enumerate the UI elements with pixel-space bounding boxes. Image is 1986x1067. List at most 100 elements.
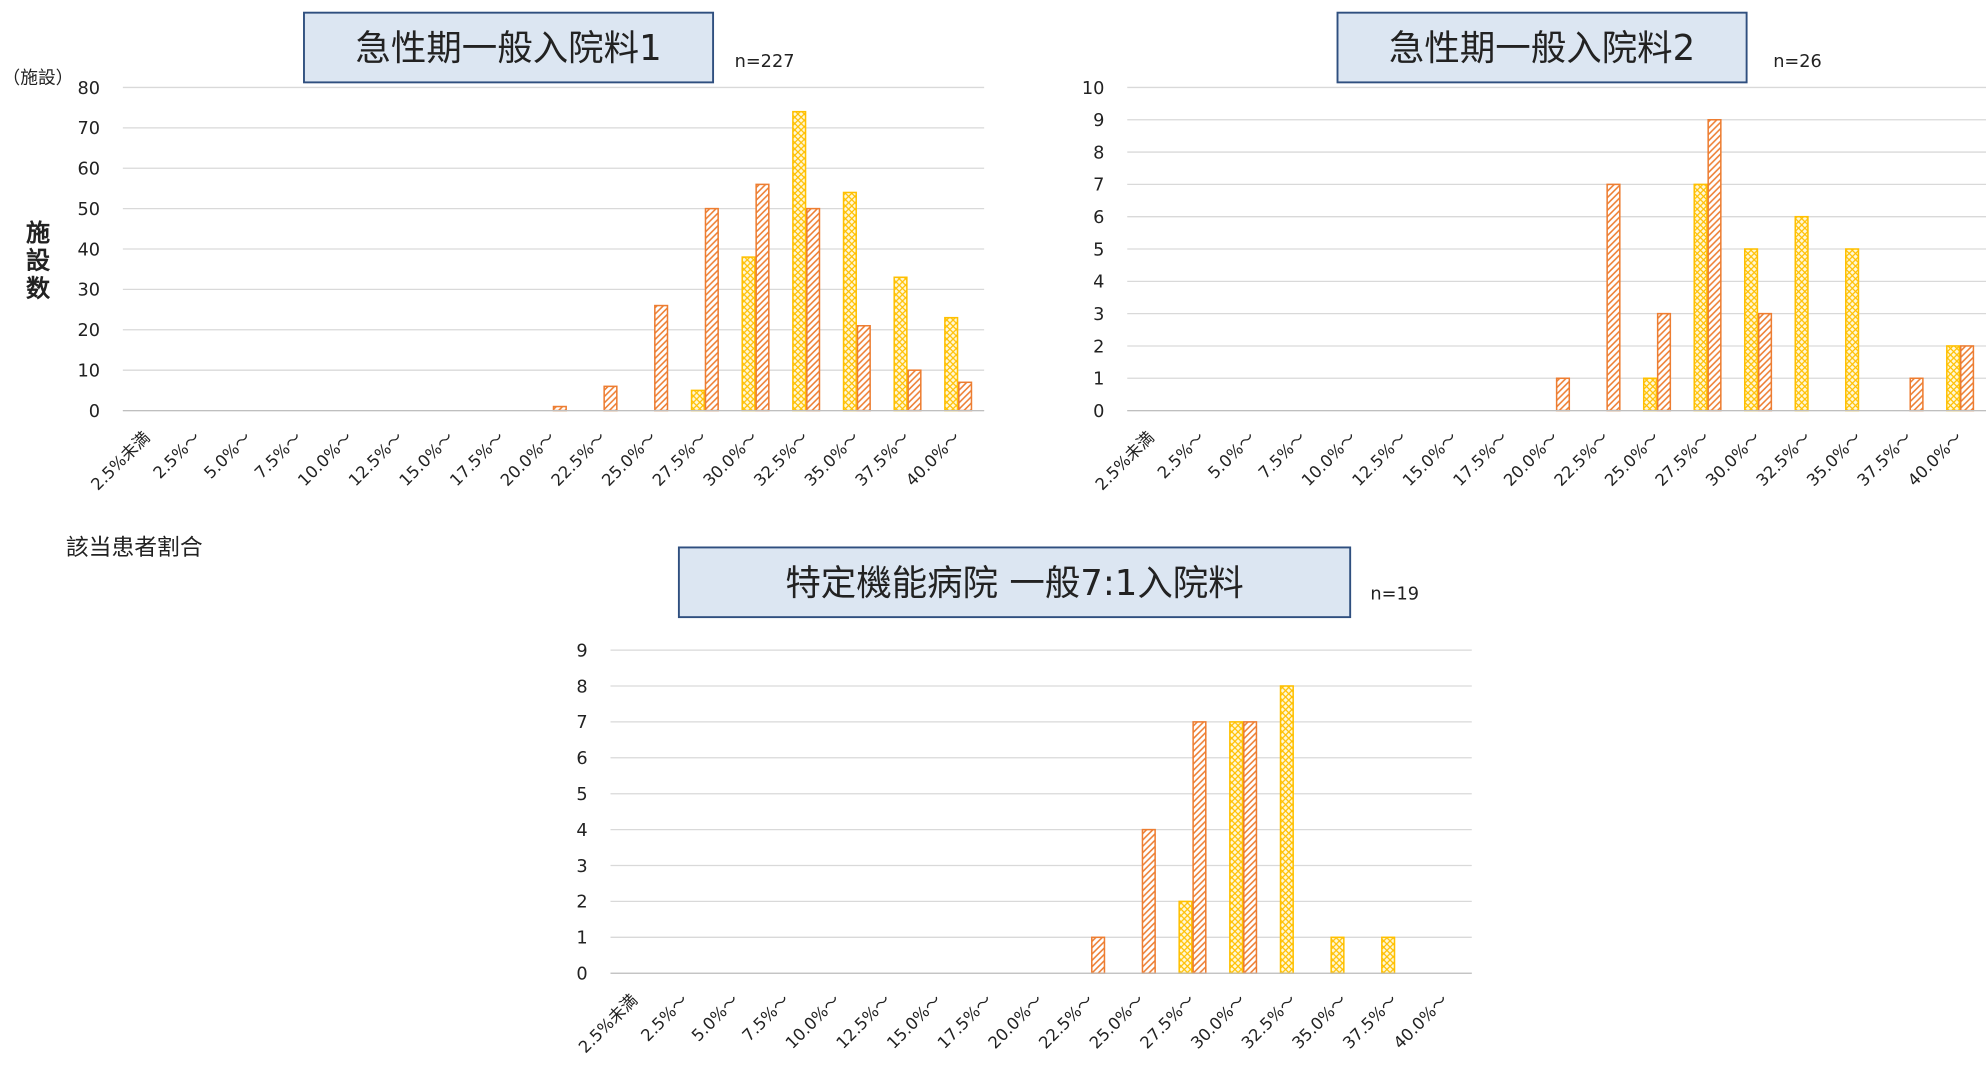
- bar: [1946, 345, 1961, 412]
- x-tick-label: 15.0%～: [396, 428, 458, 490]
- x-axis-label: 該当患者割合: [66, 535, 203, 561]
- y-tick-label: 50: [78, 200, 101, 220]
- y-axis-label: 数: [26, 275, 51, 303]
- y-tick-label: 2: [1093, 337, 1104, 357]
- bar: [806, 207, 821, 412]
- x-tick-label: 2.5%未満: [575, 990, 641, 1056]
- x-tick-label: 37.5%～: [1339, 990, 1401, 1052]
- y-tick-label: 10: [78, 362, 101, 382]
- x-tick-label: 17.5%～: [934, 990, 996, 1052]
- bar: [907, 369, 922, 412]
- annotation: n=19: [1370, 584, 1419, 604]
- y-tick-label: 4: [1093, 273, 1104, 293]
- y-axis-label: 設: [26, 247, 51, 275]
- y-tick-label: 40: [78, 240, 101, 260]
- x-tick-label: 17.5%～: [446, 428, 508, 490]
- x-tick-label: 40.0%～: [902, 428, 964, 490]
- x-tick-label: 5.0%～: [200, 428, 255, 483]
- chart-title: 急性期一般入院料1: [355, 28, 661, 69]
- bar: [755, 183, 770, 412]
- y-tick-label: 20: [78, 321, 101, 341]
- x-tick-label: 10.0%～: [294, 428, 356, 490]
- y-tick-label: 10: [1082, 79, 1105, 99]
- annotation: n=26: [1773, 52, 1822, 72]
- x-tick-label: 12.5%～: [345, 428, 407, 490]
- y-tick-label: 6: [576, 749, 587, 769]
- x-tick-label: 32.5%～: [1753, 428, 1815, 490]
- x-tick-label: 40.0%～: [1904, 428, 1966, 490]
- title-box: [303, 11, 715, 84]
- bar: [944, 316, 959, 412]
- title-box: [1336, 11, 1748, 84]
- bar: [603, 385, 618, 412]
- bar: [1555, 377, 1571, 412]
- bar: [893, 276, 908, 412]
- bar: [1909, 377, 1924, 412]
- x-tick-label: 37.5%～: [851, 428, 913, 490]
- x-tick-label: 37.5%～: [1854, 428, 1916, 490]
- bar: [1192, 721, 1207, 974]
- bar: [1693, 183, 1708, 412]
- x-tick-label: 10.0%～: [782, 990, 844, 1052]
- x-tick-label: 40.0%～: [1390, 990, 1452, 1052]
- y-tick-label: 2: [576, 893, 587, 913]
- bar: [1656, 312, 1672, 412]
- x-tick-label: 12.5%～: [1348, 428, 1410, 490]
- y-tick-label: 8: [576, 677, 587, 697]
- bar: [1229, 721, 1244, 974]
- y-tick-label: 7: [576, 713, 587, 733]
- bar: [842, 191, 857, 412]
- bar: [1642, 377, 1658, 412]
- bar: [741, 256, 756, 412]
- bar: [1279, 685, 1294, 974]
- y-axis-label: 施: [26, 219, 50, 247]
- x-tick-label: 30.0%～: [699, 428, 761, 490]
- y-tick-label: 4: [576, 821, 587, 841]
- x-tick-label: 27.5%～: [1136, 990, 1198, 1052]
- bar: [1743, 248, 1759, 412]
- x-tick-label: 27.5%～: [649, 428, 711, 490]
- x-tick-label: 25.0%～: [1086, 990, 1148, 1052]
- bar: [792, 110, 807, 412]
- x-tick-label: 2.5%～: [637, 990, 692, 1045]
- y-tick-label: 3: [576, 857, 587, 877]
- y-tick-label: 1: [1093, 370, 1104, 390]
- x-tick-label: 35.0%～: [1803, 428, 1865, 490]
- y-unit: （施設）: [3, 68, 74, 89]
- y-tick-label: 5: [1093, 240, 1104, 260]
- y-tick-label: 3: [1093, 305, 1104, 325]
- bar: [1243, 721, 1258, 974]
- x-tick-label: 32.5%～: [750, 428, 812, 490]
- x-tick-label: 20.0%～: [497, 428, 559, 490]
- chart-title: 急性期一般入院料2: [1389, 28, 1695, 69]
- bar: [654, 304, 669, 412]
- y-tick-label: 70: [78, 119, 101, 139]
- x-tick-label: 17.5%～: [1449, 428, 1511, 490]
- bar: [1091, 936, 1106, 974]
- y-tick-label: 8: [1093, 143, 1104, 163]
- x-tick-label: 15.0%～: [883, 990, 945, 1052]
- bar: [1794, 215, 1809, 412]
- y-tick-label: 9: [1093, 111, 1104, 131]
- bar: [1330, 936, 1345, 974]
- x-tick-label: 25.0%～: [598, 428, 660, 490]
- y-tick-label: 0: [1093, 402, 1104, 422]
- bar: [690, 389, 705, 412]
- y-tick-label: 6: [1093, 208, 1104, 228]
- x-tick-label: 5.0%～: [1204, 428, 1259, 483]
- y-tick-label: 1: [576, 929, 587, 949]
- x-tick-label: 22.5%～: [1035, 990, 1097, 1052]
- y-tick-label: 9: [576, 641, 587, 661]
- x-tick-label: 35.0%～: [1288, 990, 1350, 1052]
- x-tick-label: 2.5%～: [1154, 428, 1209, 483]
- y-tick-label: 30: [78, 281, 101, 301]
- x-tick-label: 2.5%未満: [87, 428, 153, 494]
- y-tick-label: 0: [89, 402, 100, 422]
- x-tick-label: 20.0%～: [1500, 428, 1562, 490]
- bar: [704, 207, 719, 412]
- x-tick-label: 22.5%～: [547, 428, 609, 490]
- x-tick-label: 35.0%～: [801, 428, 863, 490]
- y-tick-label: 5: [576, 785, 587, 805]
